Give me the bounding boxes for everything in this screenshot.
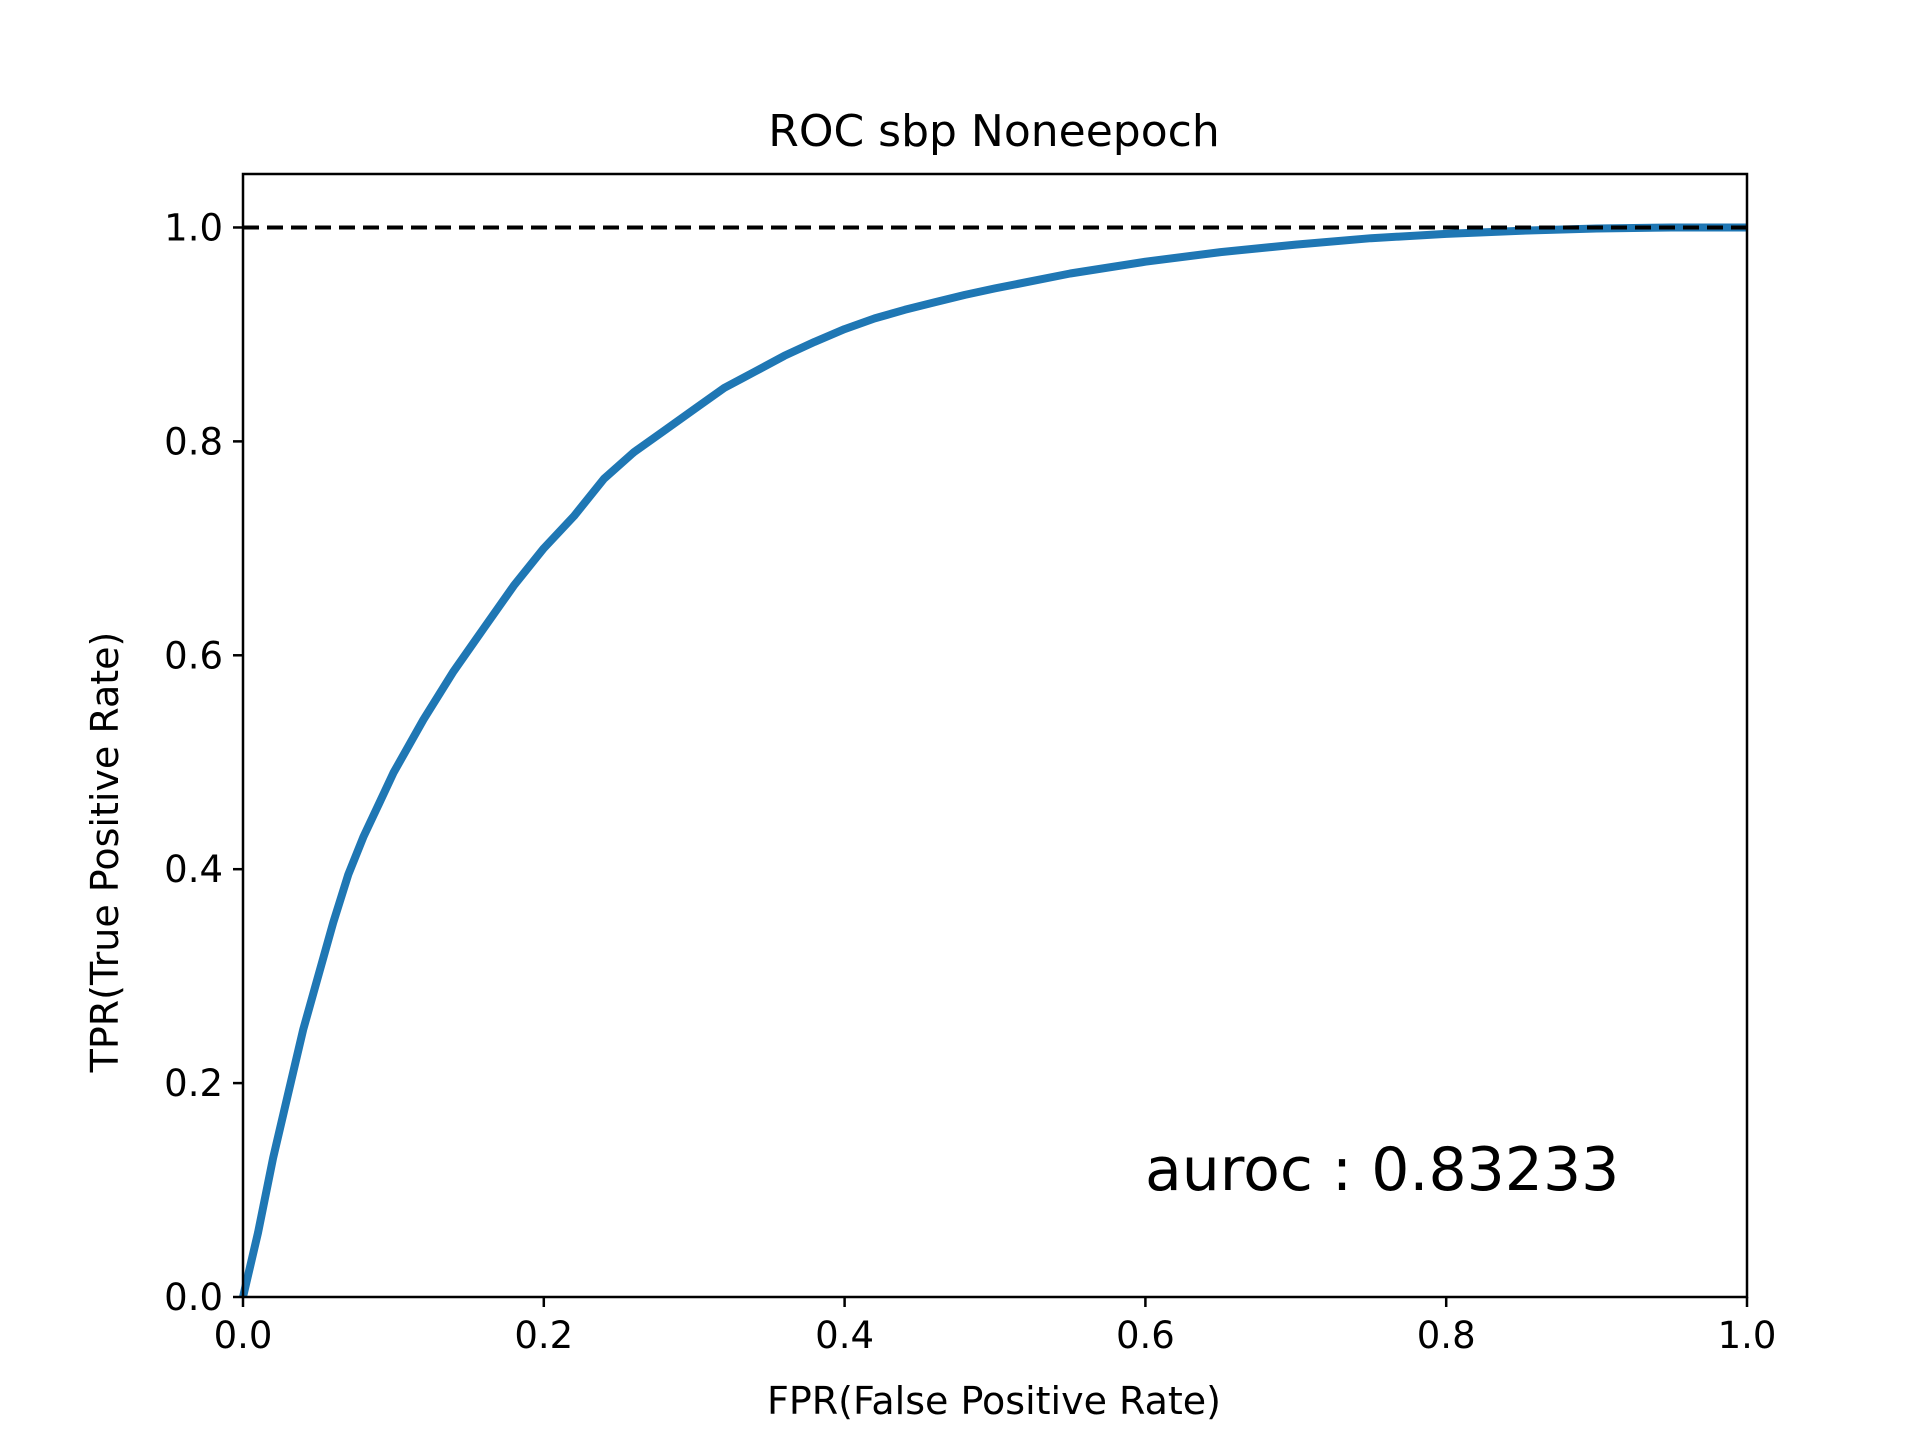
x-tick-label: 1.0 xyxy=(1718,1314,1777,1357)
roc-curve-line xyxy=(239,223,1747,1298)
x-axis-ticks: 0.0 0.2 0.4 0.6 0.8 1.0 xyxy=(214,1297,1777,1357)
y-tick-label: 0.6 xyxy=(164,634,223,677)
y-axis-ticks: 0.0 0.2 0.4 0.6 0.8 1.0 xyxy=(164,206,243,1319)
x-tick-label: 0.0 xyxy=(214,1314,273,1357)
y-tick-label: 1.0 xyxy=(164,206,223,249)
x-tick-label: 0.4 xyxy=(815,1314,874,1357)
x-tick-label: 0.6 xyxy=(1116,1314,1175,1357)
y-tick-label: 0.0 xyxy=(164,1276,223,1319)
axes-frame xyxy=(241,172,1749,1299)
y-axis-label: TPR(True Positive Rate) xyxy=(83,632,127,1074)
y-tick-label: 0.4 xyxy=(164,848,223,891)
auroc-annotation: auroc : 0.83233 xyxy=(1145,1135,1619,1205)
y-tick-label: 0.8 xyxy=(164,420,223,463)
x-tick-label: 0.8 xyxy=(1417,1314,1476,1357)
x-tick-label: 0.2 xyxy=(514,1314,573,1357)
chart-title: ROC sbp Noneepoch xyxy=(768,106,1219,157)
curve-layer xyxy=(239,223,1747,1298)
y-tick-label: 0.2 xyxy=(164,1062,223,1105)
plot-area: 0.0 0.2 0.4 0.6 0.8 1.0 0.0 0.2 0.4 0.6 0.8 1.0 xyxy=(164,172,1777,1357)
x-axis-label: FPR(False Positive Rate) xyxy=(767,1379,1221,1423)
